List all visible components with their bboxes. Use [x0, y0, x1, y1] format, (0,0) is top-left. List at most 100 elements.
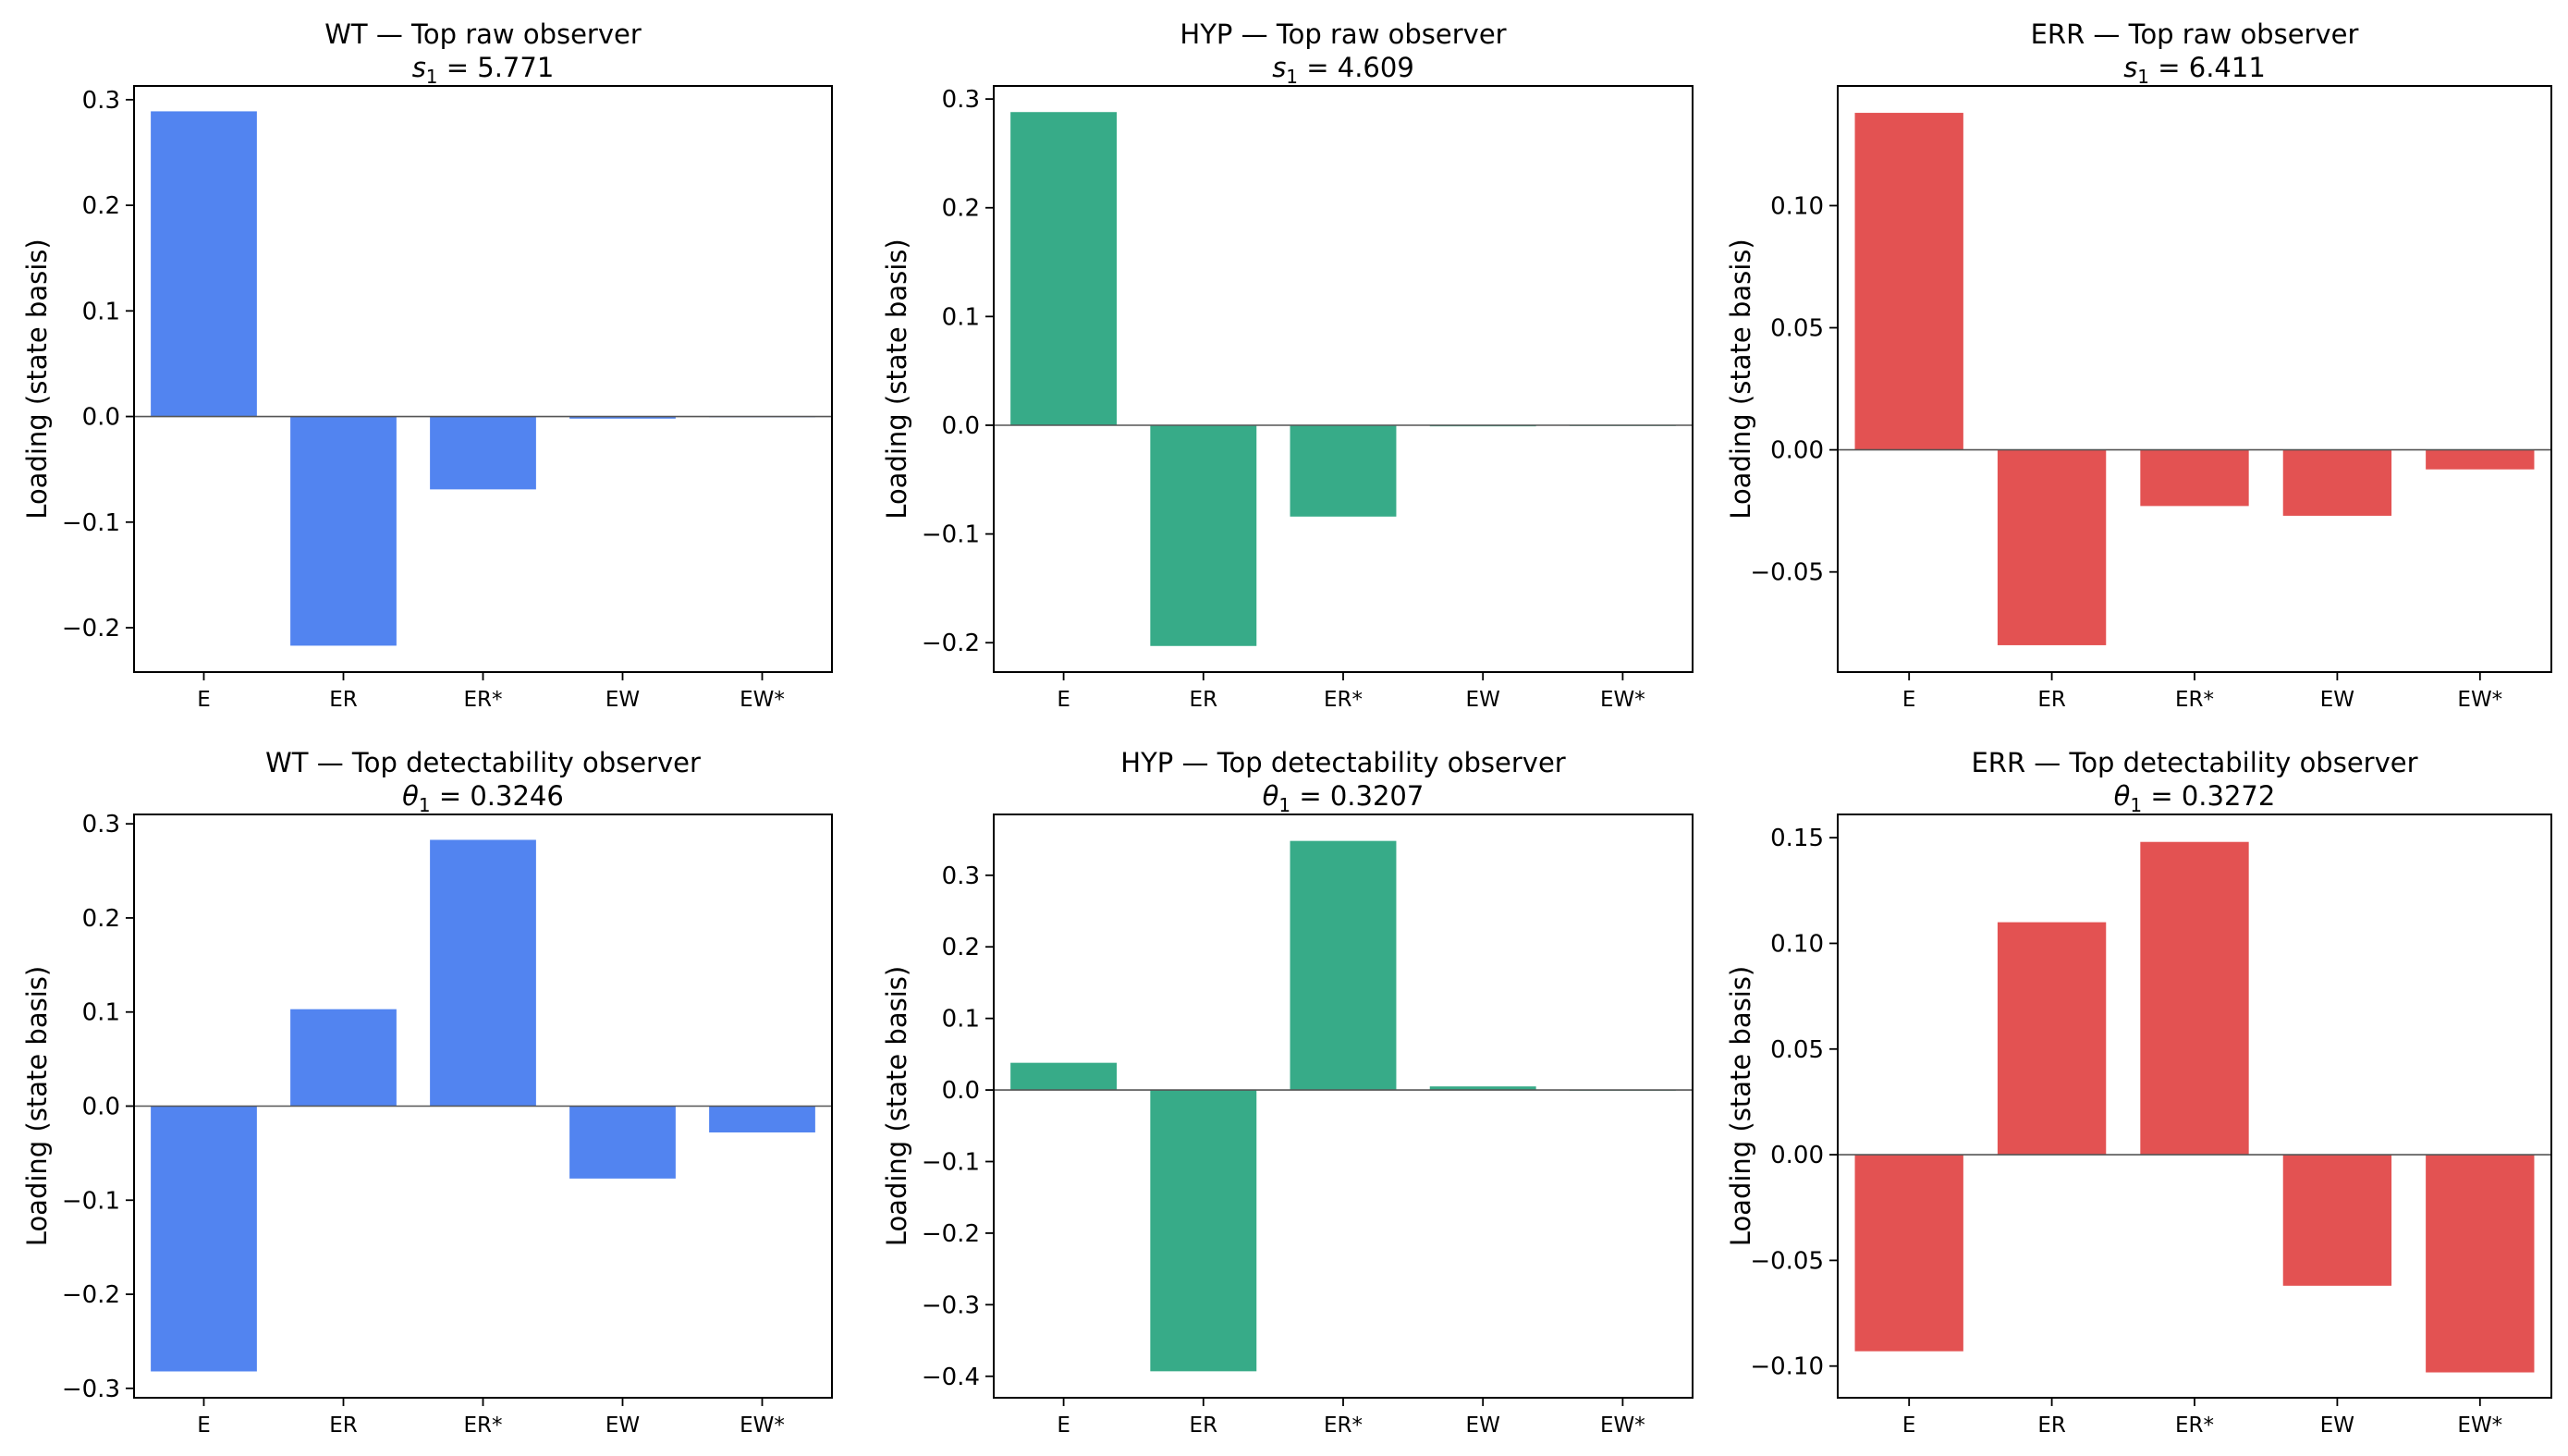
bar-ER*: [2140, 449, 2249, 507]
ytick-label: 0.00: [1770, 1142, 1824, 1169]
xtick-label: E: [197, 688, 211, 712]
ytick-label: 0.1: [942, 1006, 980, 1034]
bar-EW: [569, 1106, 676, 1179]
bar-ER: [290, 416, 397, 646]
panel-metric: s1 = 6.411: [2123, 52, 2266, 88]
bar-ER: [1150, 1090, 1257, 1372]
ytick-label: 0.2: [82, 192, 120, 220]
xtick-label: EW*: [740, 1413, 785, 1438]
xtick-label: ER: [329, 1413, 358, 1438]
panel-metric: s1 = 5.771: [412, 52, 555, 88]
xtick-label: ER*: [463, 1413, 502, 1438]
xtick-label: ER: [329, 688, 358, 712]
chart-panel-4: 0.3 0.2 0.1 0.0 −0.1 −0.2 −0.3 E ER ER* EW EW* Loadi…: [21, 747, 833, 1438]
ytick-label: −0.1: [62, 1187, 120, 1215]
ytick-label: −0.2: [62, 615, 120, 642]
bar-EW: [1429, 1086, 1536, 1091]
ytick-label: −0.10: [1750, 1353, 1824, 1381]
ytick-label: 0.2: [82, 905, 120, 933]
xtick-label: ER*: [1324, 688, 1363, 712]
panel-metric: θ1 = 0.3207: [1263, 780, 1425, 816]
xtick-label: EW*: [1600, 1413, 1645, 1438]
xtick-label: ER*: [2175, 688, 2214, 712]
bar-ER: [1997, 449, 2107, 645]
bar-E: [1010, 112, 1118, 425]
xtick-label: EW: [605, 1413, 640, 1438]
panel-title: HYP — Top detectability observer: [1120, 747, 1566, 778]
bar-ER*: [1290, 424, 1397, 517]
xtick-label: EW: [1466, 1413, 1500, 1438]
ytick-label: 0.1: [82, 298, 120, 325]
bar-EW: [569, 416, 676, 419]
ytick-label: 0.2: [942, 934, 980, 961]
panel-metric: θ1 = 0.3246: [402, 780, 564, 816]
bar-E: [151, 1106, 257, 1372]
xtick-label: E: [197, 1413, 211, 1438]
ytick-label: −0.3: [922, 1291, 980, 1319]
ytick-label: −0.1: [62, 509, 120, 537]
y-axis-label: Loading (state basis): [881, 966, 912, 1246]
panel-metric: s1 = 4.609: [1272, 52, 1414, 88]
panel-metric: θ1 = 0.3272: [2114, 780, 2276, 816]
panel-title: WT — Top detectability observer: [265, 747, 701, 778]
ytick-label: 0.3: [942, 86, 980, 114]
xtick-label: EW*: [2457, 1413, 2502, 1438]
y-axis-label: Loading (state basis): [21, 966, 53, 1246]
ytick-label: 0.1: [82, 999, 120, 1027]
xtick-label: EW*: [740, 688, 785, 712]
bar-EW: [2282, 449, 2392, 516]
bar-ER: [1997, 922, 2107, 1156]
xtick-label: ER: [1190, 688, 1218, 712]
bar-E: [1010, 1062, 1118, 1091]
xtick-label: EW: [2320, 1413, 2354, 1438]
ytick-label: −0.05: [1750, 559, 1824, 587]
xtick-label: ER: [2037, 1413, 2066, 1438]
ytick-label: −0.1: [922, 521, 980, 549]
bar-EW*: [2426, 1155, 2535, 1373]
ytick-label: 0.3: [942, 863, 980, 890]
ytick-label: −0.05: [1750, 1247, 1824, 1275]
ytick-label: −0.1: [922, 1149, 980, 1177]
panel-title: ERR — Top detectability observer: [1971, 747, 2417, 778]
xtick-label: EW: [605, 688, 640, 712]
panel-title: HYP — Top raw observer: [1180, 18, 1506, 50]
xtick-label: E: [1057, 1413, 1070, 1438]
xtick-label: EW*: [1600, 688, 1645, 712]
y-axis-label: Loading (state basis): [1725, 239, 1756, 519]
ytick-label: −0.3: [62, 1376, 120, 1403]
xtick-label: E: [1902, 688, 1916, 712]
ytick-label: 0.05: [1770, 315, 1824, 343]
panel-title: ERR — Top raw observer: [2031, 18, 2359, 50]
xtick-label: E: [1057, 688, 1070, 712]
xtick-label: E: [1902, 1413, 1916, 1438]
bar-ER*: [430, 839, 536, 1107]
bar-ER*: [430, 416, 536, 490]
bar-ER*: [1290, 840, 1397, 1091]
bar-EW: [2282, 1155, 2392, 1286]
chart-panel-6: 0.15 0.10 0.05 0.00 −0.05 −0.10 E ER ER* EW EW* Loa…: [1725, 747, 2552, 1438]
ytick-label: −0.2: [922, 1220, 980, 1248]
xtick-label: ER: [1190, 1413, 1218, 1438]
ytick-label: 0.1: [942, 303, 980, 331]
bar-ER: [1150, 424, 1257, 646]
ytick-label: 0.0: [82, 404, 120, 432]
bar-ER*: [2140, 841, 2249, 1156]
bar-ER: [290, 1009, 397, 1107]
ytick-label: 0.05: [1770, 1036, 1824, 1064]
ytick-label: 0.2: [942, 195, 980, 223]
chart-panel-1: 0.3 0.2 0.1 0.0 −0.1 −0.2 E ER ER* EW EW* Loading (…: [21, 18, 833, 712]
panel-title: WT — Top raw observer: [324, 18, 642, 50]
ytick-label: 0.15: [1770, 825, 1824, 852]
ytick-label: 0.3: [82, 87, 120, 115]
xtick-label: ER*: [463, 688, 502, 712]
xtick-label: EW*: [2457, 688, 2502, 712]
ytick-label: −0.2: [922, 630, 980, 657]
bar-E: [1854, 1155, 1963, 1352]
chart-panel-5: 0.3 0.2 0.1 0.0 −0.1 −0.2 −0.3 −0.4 E ER ER* EW EW* L…: [881, 747, 1694, 1438]
xtick-label: EW: [1466, 688, 1500, 712]
chart-panel-3: 0.10 0.05 0.00 −0.05 E ER ER* EW EW* Loading (sta…: [1725, 18, 2552, 712]
ytick-label: 0.0: [82, 1094, 120, 1121]
xtick-label: ER: [2037, 688, 2066, 712]
xtick-label: ER*: [2175, 1413, 2214, 1438]
